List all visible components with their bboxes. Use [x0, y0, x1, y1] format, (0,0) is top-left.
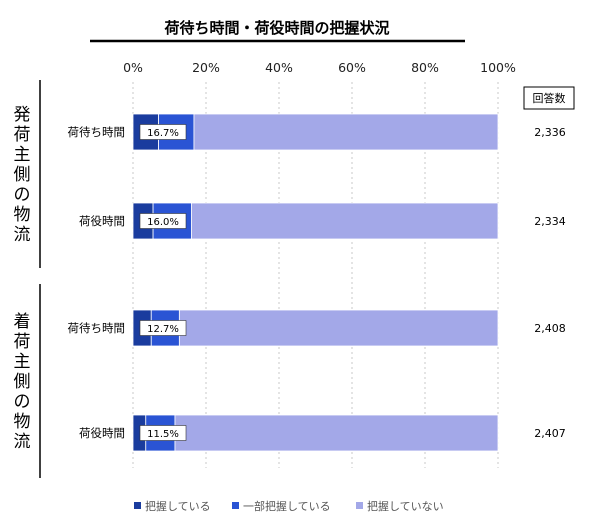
group-label-char: 着	[14, 312, 31, 332]
legend-swatch	[232, 502, 239, 509]
bar-segment	[174, 414, 499, 452]
count-header: 回答数	[533, 91, 566, 105]
legend-swatch	[356, 502, 363, 509]
bar-segment	[190, 202, 499, 240]
group-label-char: 側	[14, 165, 31, 185]
data-label: 12.7%	[147, 324, 179, 335]
group-label-char: 発	[14, 105, 31, 125]
data-label-box	[139, 213, 187, 229]
count-header-box	[523, 86, 575, 110]
legend-label: 把握していない	[367, 499, 444, 513]
data-label: 11.5%	[147, 429, 179, 440]
group-label-char: 物	[14, 205, 31, 225]
data-label: 16.0%	[147, 217, 179, 228]
response-count: 2,334	[534, 215, 566, 228]
response-count: 2,408	[534, 322, 566, 335]
data-label-box	[139, 124, 187, 140]
x-tick-label: 80%	[411, 60, 439, 75]
response-count: 2,407	[534, 427, 566, 440]
category-label: 荷役時間	[79, 426, 125, 440]
group-label-char: 主	[14, 145, 31, 165]
group-label-char: 流	[14, 225, 31, 245]
category-label: 荷役時間	[79, 214, 125, 228]
group-label-char: 荷	[14, 125, 31, 145]
legend-swatch	[134, 502, 141, 509]
legend-label: 一部把握している	[243, 499, 331, 513]
x-tick-label: 60%	[338, 60, 366, 75]
group-label-char: の	[14, 185, 31, 205]
x-tick-label: 40%	[265, 60, 293, 75]
group-label-char: 主	[14, 352, 31, 372]
legend-label: 把握している	[145, 499, 211, 513]
category-label: 荷待ち時間	[68, 125, 126, 139]
group-label-char: 流	[14, 432, 31, 452]
response-count: 2,336	[534, 126, 566, 139]
data-label-box	[139, 320, 187, 336]
group-label-char: 側	[14, 372, 31, 392]
bar-segment	[193, 113, 499, 151]
group-label-char: 荷	[14, 332, 31, 352]
bar-segment	[178, 309, 499, 347]
data-label: 16.7%	[147, 128, 179, 139]
x-tick-label: 100%	[480, 60, 516, 75]
data-label-box	[139, 425, 187, 441]
group-label-char: の	[14, 392, 31, 412]
x-tick-label: 20%	[192, 60, 220, 75]
chart-title: 荷待ち時間・荷役時間の把握状況	[164, 19, 389, 37]
category-label: 荷待ち時間	[68, 321, 126, 335]
group-label-char: 物	[14, 412, 31, 432]
x-tick-label: 0%	[123, 60, 143, 75]
